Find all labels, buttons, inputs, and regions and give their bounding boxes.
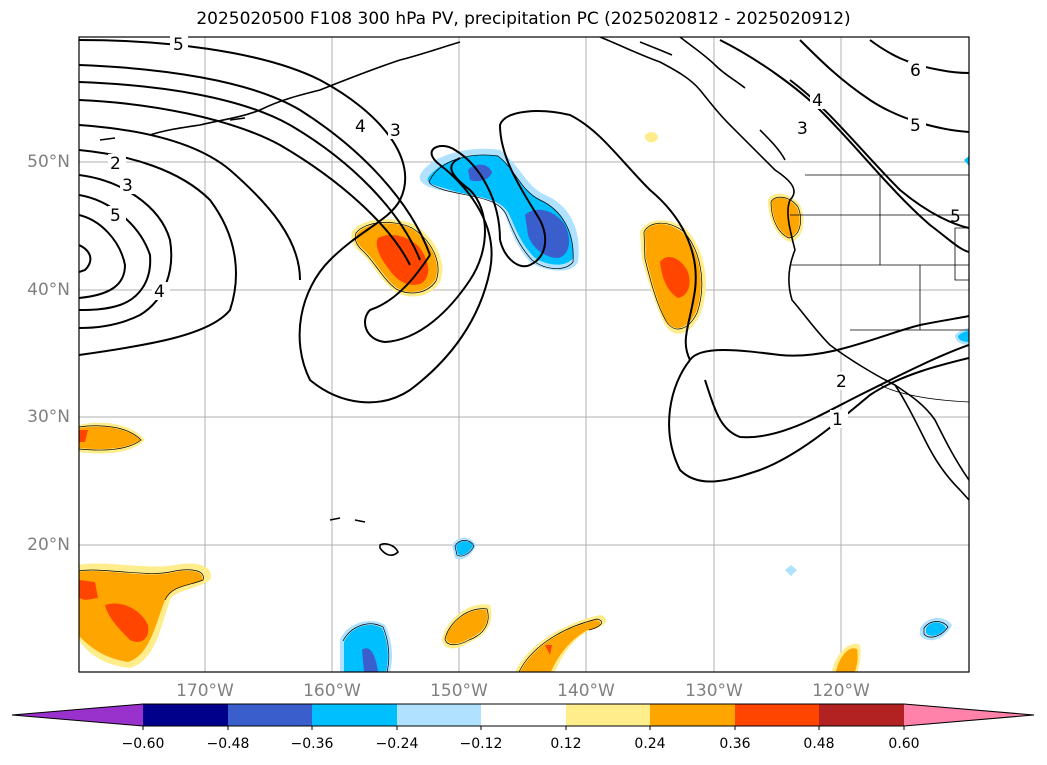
colorbar-tick-label: −0.36: [290, 736, 334, 752]
lon-label: 170°W: [176, 681, 234, 701]
colorbar-bin: [397, 704, 481, 726]
contour-label: 3: [122, 176, 133, 196]
contour-label: 2: [836, 372, 847, 392]
colorbar-tick-label: −0.48: [206, 736, 250, 752]
gridlines: [79, 37, 969, 672]
colorbar-tick-label: 0.48: [803, 736, 835, 752]
colorbar-extend-max: [904, 704, 1034, 726]
colorbar-bin: [819, 704, 904, 726]
contour-label: 1: [832, 410, 843, 430]
colorbar-bin: [143, 704, 228, 726]
lon-label: 120°W: [812, 681, 870, 701]
colorbar-bin: [312, 704, 397, 726]
map-frame: [78, 36, 970, 673]
contour-label: 2: [110, 154, 121, 174]
coastlines: [99, 37, 969, 557]
colorbar: [11, 703, 1035, 730]
contour-label: 3: [390, 121, 401, 141]
colorbar-bin: [650, 704, 735, 726]
colorbar-tick-label: 0.36: [719, 736, 751, 752]
contour-label: 5: [950, 207, 961, 227]
contour-label: 3: [797, 119, 808, 139]
colorbar-tick-label: 0.24: [634, 736, 666, 752]
pv-contours: [79, 39, 969, 483]
lat-label: 20°N: [27, 535, 70, 555]
contour-label-layer: 5 2 3 5 4 4 3 6 4 3 5 5 2 1: [108, 35, 961, 430]
contour-label: 4: [812, 91, 823, 111]
map-title: 2025020500 F108 300 hPa PV, precipitatio…: [196, 9, 851, 29]
colorbar-extend-min: [12, 704, 143, 726]
precip-shading: [79, 132, 969, 672]
lon-label: 140°W: [557, 681, 615, 701]
colorbar-bin: [735, 704, 819, 726]
colorbar-tick-label: −0.60: [121, 736, 165, 752]
map-area: [79, 37, 969, 672]
colorbar-bin: [566, 704, 650, 726]
lon-label: 130°W: [685, 681, 743, 701]
colorbar-tick-label: −0.24: [375, 736, 419, 752]
contour-label: 4: [355, 117, 366, 137]
colorbar-bin: [228, 704, 312, 726]
shading-outlines: [79, 154, 949, 672]
colorbar-bin: [481, 704, 566, 726]
contour-label: 4: [154, 282, 165, 302]
lat-label: 40°N: [27, 280, 70, 300]
colorbar-tick-label: 0.12: [550, 736, 582, 752]
lat-label: 50°N: [27, 152, 70, 172]
contour-label: 6: [910, 61, 921, 81]
lon-label: 150°W: [430, 681, 488, 701]
contour-label: 5: [910, 116, 921, 136]
contour-label: 5: [173, 35, 184, 55]
colorbar-tick-label: −0.12: [459, 736, 503, 752]
lat-label: 30°N: [27, 407, 70, 427]
colorbar-tick-label: 0.60: [888, 736, 920, 752]
borders: [790, 174, 969, 403]
lon-label: 160°W: [303, 681, 361, 701]
contour-label: 5: [110, 206, 121, 226]
